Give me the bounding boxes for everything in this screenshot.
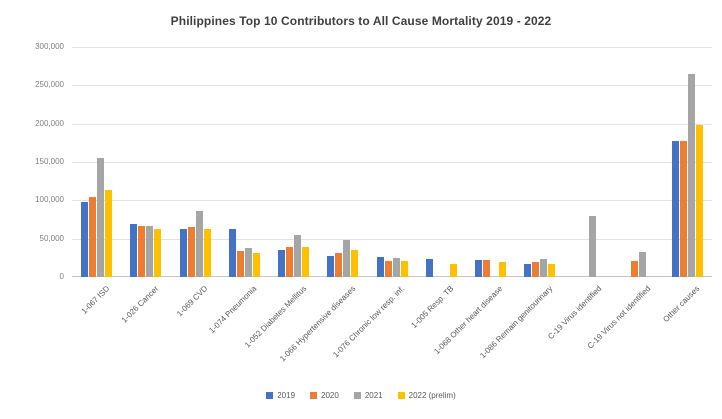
legend-item: 2022 (prelim) (397, 390, 456, 400)
legend-label: 2022 (prelim) (408, 390, 456, 400)
legend-swatch (310, 391, 318, 399)
bar (286, 247, 294, 277)
bar (384, 260, 392, 277)
bar (498, 261, 506, 277)
gridline (72, 162, 712, 163)
bar (687, 73, 695, 277)
bar (630, 260, 638, 277)
bar (482, 260, 490, 277)
bar (252, 253, 260, 277)
bar (187, 227, 195, 277)
bar (278, 250, 286, 277)
bar (335, 253, 343, 277)
bar (179, 228, 187, 277)
bar (376, 257, 384, 277)
bar (449, 263, 457, 277)
bar (138, 226, 146, 277)
y-tick-label: 200,000 (35, 118, 64, 128)
chart-title: Philippines Top 10 Contributors to All C… (170, 14, 552, 28)
bar (671, 140, 679, 277)
bar (236, 250, 244, 277)
legend-swatch (353, 391, 361, 399)
bar (679, 140, 687, 277)
bar (540, 258, 548, 277)
bar (97, 158, 105, 277)
legend-label: 2021 (364, 390, 383, 400)
bar (524, 263, 532, 277)
y-tick-label: 0 (59, 272, 64, 281)
bar (89, 196, 97, 277)
gridline (72, 85, 712, 87)
bar (244, 247, 252, 277)
bar (343, 240, 351, 277)
bar (589, 215, 597, 277)
bar (146, 226, 154, 277)
gridline (72, 123, 712, 125)
gridline (72, 200, 712, 202)
gridline (72, 238, 712, 240)
plot-area (72, 47, 712, 277)
chart-legend: 2019 2020 2021 2022 (prelim) (0, 388, 722, 402)
legend-label: 2019 (277, 390, 296, 400)
bar (105, 190, 113, 277)
bar (154, 228, 162, 277)
legend-swatch (397, 391, 405, 399)
bar (228, 229, 236, 277)
y-tick-label: 100,000 (35, 195, 64, 205)
bar (327, 255, 335, 277)
bar (302, 247, 310, 277)
legend-item: 2021 (353, 390, 383, 400)
y-tick-label: 150,000 (35, 157, 64, 166)
legend-label: 2020 (321, 390, 339, 400)
x-category-label: Other causes (661, 284, 702, 325)
bar (130, 224, 138, 277)
legend-swatch (266, 391, 274, 399)
bar (351, 250, 359, 277)
bar (638, 251, 646, 277)
gridline (72, 47, 712, 48)
bar (392, 257, 400, 277)
bar (532, 262, 540, 277)
bar (548, 263, 556, 277)
y-tick-label: 50,000 (39, 233, 64, 243)
y-tick-label: 300,000 (35, 42, 64, 51)
legend-item: 2019 (266, 391, 295, 400)
y-tick-label: 250,000 (35, 80, 64, 90)
x-axis-line (72, 276, 712, 277)
x-axis-category-labels: 1-067 ISD 1-026 Cancer 1-069 CVD 1-074 Pneu… (72, 277, 712, 363)
bar (294, 234, 302, 277)
bar (195, 211, 203, 277)
bar (474, 260, 482, 277)
y-axis-tick-labels: 0 50,000 100,000 150,000 200,000 250,000 300,0… (0, 42, 64, 281)
bar (695, 125, 703, 277)
legend-item: 2020 (310, 391, 339, 400)
bar (400, 260, 408, 277)
bar (203, 228, 211, 277)
bar (81, 201, 89, 277)
bar (425, 259, 433, 277)
